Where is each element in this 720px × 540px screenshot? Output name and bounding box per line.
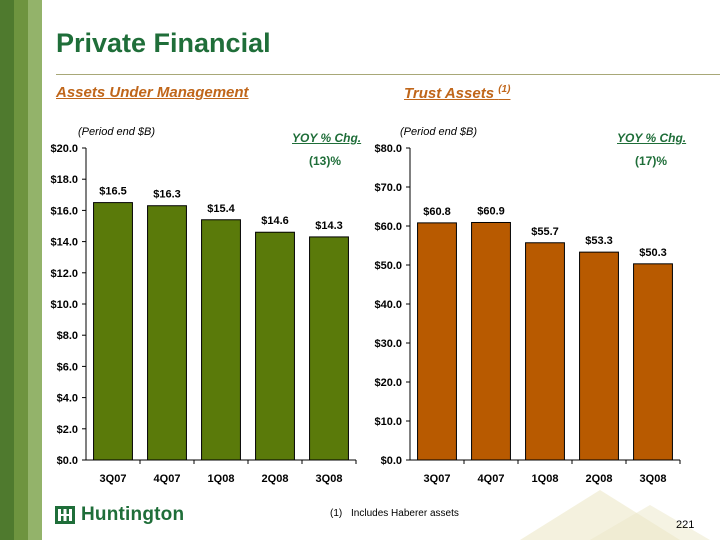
trust-y-tick-label: $10.0 — [374, 416, 402, 428]
aum-value-label: $16.3 — [153, 189, 181, 201]
aum-category-label: 3Q08 — [316, 473, 343, 485]
trust-yoy-value: (17)% — [635, 154, 668, 168]
page-number: 221 — [676, 519, 695, 531]
aum-y-tick-label: $6.0 — [57, 361, 78, 373]
aum-bar — [147, 205, 187, 461]
trust-y-tick-label: $0.0 — [381, 455, 402, 467]
aum-heading: Assets Under Management — [56, 84, 249, 101]
trust-bar — [525, 242, 565, 461]
footnote-marker: (1) — [330, 508, 343, 519]
aum-y-tick-label: $20.0 — [50, 143, 78, 155]
footnote: (1) Includes Haberer assets — [330, 508, 459, 519]
trust-category-label: 4Q07 — [478, 473, 505, 485]
trust-category-label: 3Q08 — [640, 473, 667, 485]
aum-value-label: $16.5 — [99, 186, 127, 198]
trust-y-tick-label: $30.0 — [374, 338, 402, 350]
footnote-text: Includes Haberer assets — [351, 508, 459, 519]
title-divider — [56, 74, 720, 75]
trust-bar — [633, 263, 673, 461]
aum-category-label: 1Q08 — [208, 473, 235, 485]
aum-y-tick-label: $16.0 — [50, 205, 78, 217]
trust-period-note: (Period end $B) — [400, 126, 478, 138]
trust-bar — [471, 221, 511, 461]
trust-category-label: 2Q08 — [586, 473, 613, 485]
aum-category-label: 3Q07 — [100, 473, 127, 485]
trust-value-label: $60.9 — [477, 205, 505, 217]
watermark-graphic — [520, 490, 710, 540]
slide-title: Private Financial — [56, 28, 271, 58]
aum-y-tick-label: $4.0 — [57, 393, 78, 405]
trust-yoy-label: YOY % Chg. — [617, 131, 687, 145]
trust-value-label: $50.3 — [639, 247, 667, 259]
stripe-light — [28, 0, 42, 540]
aum-y-tick-label: $0.0 — [57, 455, 78, 467]
aum-yoy-value: (13)% — [309, 154, 342, 168]
stripe-dark — [0, 0, 14, 540]
aum-period-note: (Period end $B) — [78, 126, 156, 138]
aum-bar — [201, 219, 241, 461]
trust-y-tick-label: $20.0 — [374, 377, 402, 389]
trust-value-label: $55.7 — [531, 226, 559, 238]
trust-y-tick-label: $60.0 — [374, 221, 402, 233]
side-stripe — [0, 0, 42, 540]
trust-y-tick-label: $50.0 — [374, 260, 402, 272]
trust-value-label: $53.3 — [585, 235, 613, 247]
aum-category-label: 2Q08 — [262, 473, 289, 485]
trust-category-label: 3Q07 — [424, 473, 451, 485]
trust-y-tick-label: $70.0 — [374, 182, 402, 194]
aum-value-label: $14.3 — [315, 220, 343, 232]
aum-bar — [93, 202, 133, 461]
stripe-mid — [14, 0, 28, 540]
trust-heading: Trust Assets (1) — [404, 84, 510, 102]
aum-y-tick-label: $18.0 — [50, 174, 78, 186]
trust-category-label: 1Q08 — [532, 473, 559, 485]
aum-category-label: 4Q07 — [154, 473, 181, 485]
aum-y-tick-label: $8.0 — [57, 330, 78, 342]
aum-y-tick-label: $14.0 — [50, 237, 78, 249]
trust-bar — [417, 222, 457, 461]
trust-y-tick-label: $40.0 — [374, 299, 402, 311]
aum-value-label: $14.6 — [261, 215, 289, 227]
aum-value-label: $15.4 — [207, 203, 235, 215]
aum-bar — [255, 231, 295, 461]
aum-y-tick-label: $10.0 — [50, 299, 78, 311]
trust-value-label: $60.8 — [423, 206, 451, 218]
trust-bar — [579, 251, 619, 461]
aum-yoy-label: YOY % Chg. — [292, 131, 362, 145]
trust-y-tick-label: $80.0 — [374, 143, 402, 155]
logo-mark-icon — [55, 506, 75, 524]
aum-bar — [309, 236, 349, 461]
trust-heading-text: Trust Assets — [404, 85, 495, 102]
aum-y-tick-label: $2.0 — [57, 424, 78, 436]
aum-y-tick-label: $12.0 — [50, 268, 78, 280]
trust-heading-note: (1) — [498, 84, 511, 95]
huntington-logo: Huntington — [54, 502, 184, 528]
logo-text: Huntington — [81, 504, 185, 525]
